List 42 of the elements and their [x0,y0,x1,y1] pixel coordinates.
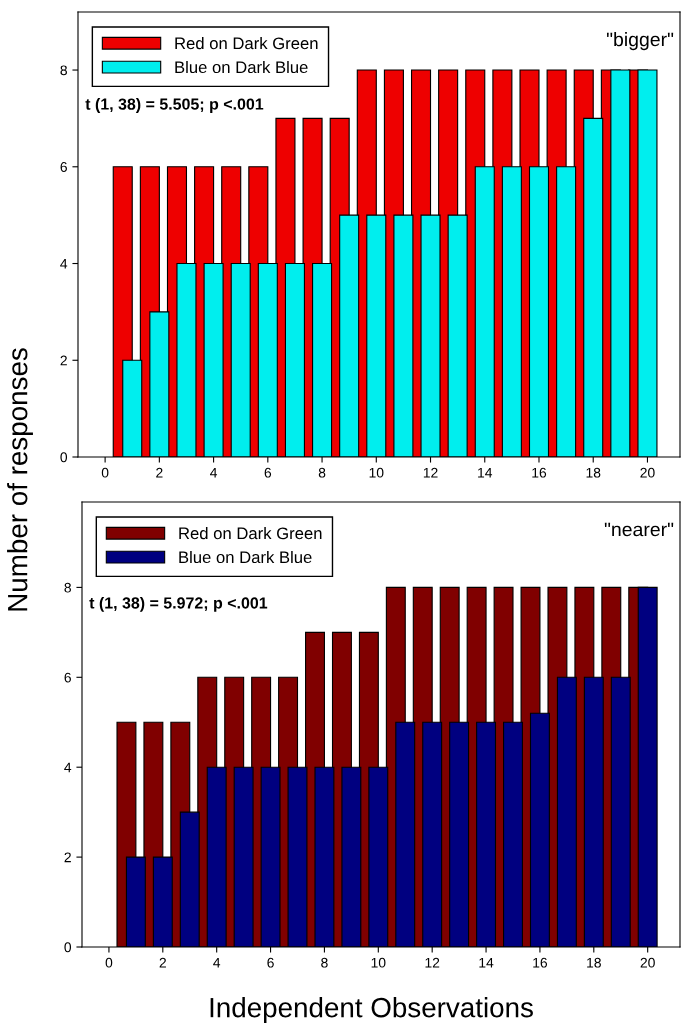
x-axis-title: Independent Observations [210,997,533,1023]
x-tick-label: 0 [101,467,109,478]
y-tick-label: 4 [60,259,68,269]
y-tick-label: 6 [60,162,67,172]
annotation: "bigger" [606,32,674,51]
x-tick-label: 10 [371,957,386,968]
x-tick-label: 8 [318,467,326,478]
x-tick-label: 12 [423,467,438,478]
legend-label: Blue on Dark Blue [175,60,308,74]
x-tick-label: 6 [264,467,272,478]
y-axis-title: Number of responses [7,348,33,611]
x-tick-label: 16 [532,467,547,478]
x-tick-label: 18 [587,957,601,968]
x-tick-label: 8 [321,957,328,968]
x-tick-label: 2 [159,957,166,968]
x-tick-label: 10 [369,467,384,478]
x-tick-label: 4 [210,467,218,478]
annotation: t (1, 38) = 5.972; p <.001 [89,596,268,612]
y-tick-label: 6 [64,672,71,683]
legend-label: Red on Dark Green [179,527,322,540]
x-tick-label: 6 [267,957,274,968]
x-tick-label: 12 [425,957,440,968]
x-tick-label: 4 [213,957,221,968]
y-tick-label: 2 [60,355,67,366]
y-tick-label: 4 [64,762,72,773]
x-tick-label: 20 [640,957,655,968]
y-tick-label: 2 [64,852,71,863]
x-tick-label: 14 [479,957,494,968]
annotation: t (1, 38) = 5.505; p <.001 [85,98,264,113]
annotation: "nearer" [604,522,674,537]
y-tick-label: 8 [64,582,71,593]
x-tick-label: 16 [533,957,548,968]
x-tick-label: 2 [156,467,163,478]
legend-label: Red on Dark Green [175,37,318,50]
y-tick-label: 0 [60,452,68,463]
x-tick-label: 14 [478,467,493,478]
x-tick-label: 0 [105,957,113,968]
x-tick-label: 18 [586,467,601,478]
x-tick-label: 20 [640,467,655,478]
legend-label: Blue on Dark Blue [179,550,312,564]
y-tick-label: 8 [60,65,67,76]
y-tick-label: 0 [64,942,72,953]
